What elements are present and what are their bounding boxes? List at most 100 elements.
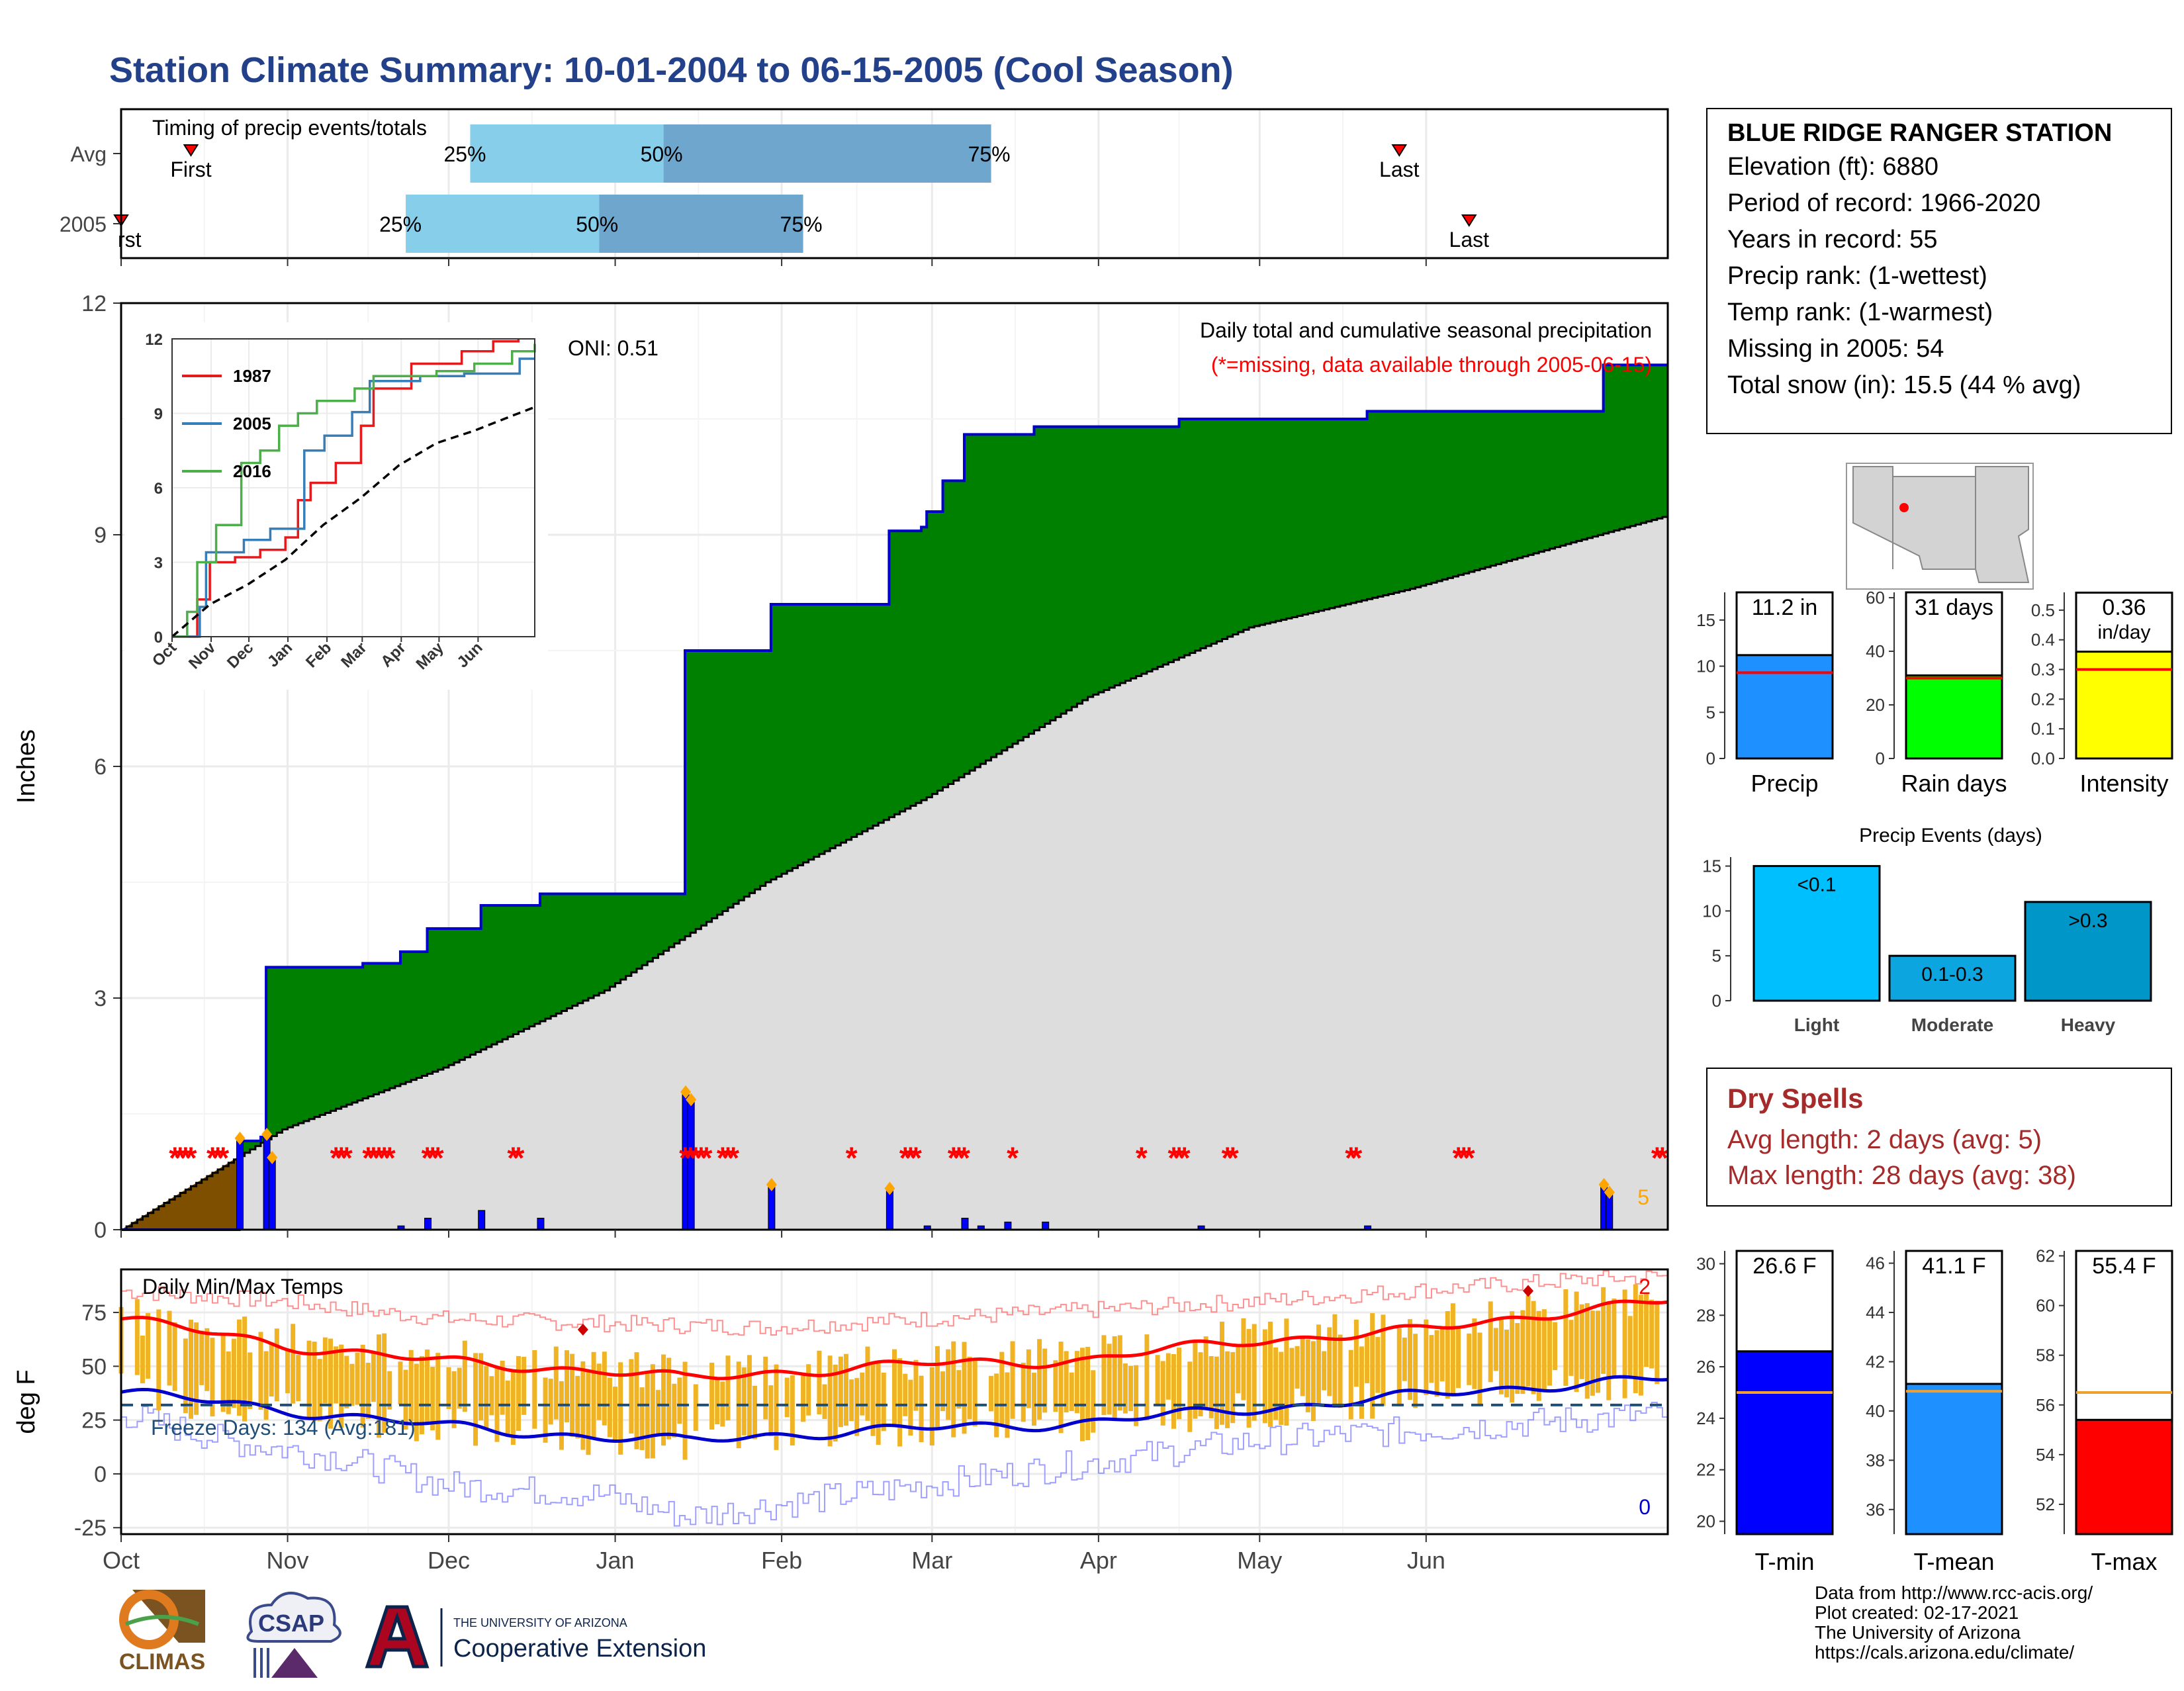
daily-temp-bar-26 [258,1332,263,1410]
daily-temp-bar-7 [156,1309,161,1410]
precip-missing-note: (*=missing, data available through 2005-… [1211,353,1652,377]
daily-temp-bar-239 [1402,1337,1407,1381]
daily-temp-bar-29 [274,1328,279,1402]
temps-frame [120,1268,1669,1535]
daily-temp-bar-227 [1338,1334,1343,1408]
summary-value-unit-2: in/day [2097,621,2150,643]
daily-temp-bar-82 [559,1381,564,1450]
credit-university: The University of Arizona [1815,1622,2021,1643]
summary-ytick-label-0-2: 24 [1696,1408,1715,1428]
daily-temp-bar-50 [387,1371,392,1410]
missing-day-marker-2: * [179,1140,191,1175]
credit-url: https://cals.arizona.edu/climate/ [1815,1642,2075,1663]
station-location-marker [1899,503,1909,512]
missing-day-marker-18: * [507,1140,519,1175]
daily-temp-bar-100 [655,1390,660,1434]
temps-xtick-label-4: Feb [761,1547,802,1574]
daily-temp-bar-180 [1085,1346,1091,1441]
station-missing: Missing in 2005: 54 [1727,335,1944,363]
daily-precip-bar-2 [268,1160,276,1230]
daily-temp-bar-40 [334,1346,339,1404]
summary-category-label-0: Precip [1751,770,1818,797]
daily-temp-bar-208 [1236,1346,1241,1394]
daily-temp-bar-66 [473,1353,478,1446]
summary-value-bar-Rain days [1905,674,2003,760]
daily-temp-bar-90 [602,1351,607,1426]
last-label-1: Last [1449,228,1490,251]
daily-temp-bar-154 [946,1349,951,1420]
daily-temp-bar-156 [956,1370,962,1409]
daily-temp-bar-125 [790,1375,795,1446]
oni-label: ONI: 0.51 [568,336,659,360]
missing-day-marker-19: * [513,1140,525,1175]
daily-temp-bar-186 [1117,1335,1122,1411]
precip-ytick-label-0: 0 [94,1218,107,1243]
station-name: BLUE RIDGE RANGER STATION [1727,119,2113,147]
daily-temp-bar-185 [1112,1336,1117,1419]
freeze-days-label: Freeze Days: 134 (Avg:181) [151,1416,416,1440]
last-label-0: Last [1379,158,1420,181]
summary-ytick-label-2-2: 56 [2036,1395,2055,1415]
daily-temp-bar-231 [1359,1346,1364,1419]
daily-temp-bar-257 [1498,1316,1504,1394]
daily-temp-bar-266 [1547,1318,1552,1386]
daily-temp-bar-170 [1031,1373,1036,1426]
daily-temp-bar-20 [226,1351,231,1414]
daily-temp-bar-226 [1332,1314,1338,1408]
daily-temp-bar-99 [650,1364,655,1459]
inset-ytick-label-4: 12 [145,331,163,349]
record-high-count: 2 [1639,1275,1651,1299]
summary-ytick-label-2-5: 62 [2036,1246,2055,1266]
daily-temp-bar-241 [1413,1334,1418,1408]
daily-temp-bar-102 [666,1357,672,1440]
daily-temp-bar-256 [1493,1328,1498,1371]
daily-temp-bar-225 [1327,1327,1332,1396]
daily-temp-bar-261 [1520,1310,1525,1394]
summary-ytick-label-0-0: 0 [1706,749,1715,768]
missing-day-marker-20: * [679,1140,691,1175]
daily-temp-bar-155 [951,1341,956,1438]
record-max-line [121,1270,1668,1336]
daily-precip-record-marker-7 [680,1085,692,1099]
precip-ylabel: Inches [13,729,40,803]
daily-temp-bar-148 [913,1359,919,1411]
daily-temp-bar-147 [908,1379,913,1436]
avg-max-line [120,1299,1668,1381]
daily-temp-bar-118 [752,1385,758,1440]
last-marker-0 [1391,144,1408,157]
first-marker-0 [183,144,199,157]
daily-temp-bar-217 [1284,1318,1289,1426]
daily-precip-bar-10 [886,1191,893,1230]
missing-day-marker-25: * [717,1140,729,1175]
daily-temp-bar-285 [1649,1299,1655,1369]
daily-temp-bar-111 [715,1378,720,1424]
summary-category-label-0: T-min [1755,1548,1815,1575]
summary-temp-panels: 20 22 24 26 28 30 26.6 F T-min 36 38 40 42 44 46 41.1 … [1696,1246,2184,1575]
daily-temp-bar-42 [344,1355,349,1408]
daily-temp-bar-71 [500,1360,505,1415]
daily-temp-bar-45 [360,1344,365,1428]
daily-temp-bar-62 [451,1371,457,1428]
daily-temp-bar-201 [1198,1352,1203,1417]
daily-precip-bar-15 [1042,1221,1050,1230]
temps-title: Daily Min/Max Temps [142,1275,343,1299]
missing-day-marker-44: * [1453,1140,1465,1175]
temps-ylabel: deg F [13,1369,40,1434]
inset-ytick-label-3: 9 [154,406,163,424]
first-label-avg: First [170,158,211,181]
daily-temp-bar-28 [269,1342,274,1396]
precip-ytick-label-2: 6 [94,754,107,780]
daily-temp-bar-27 [263,1351,269,1420]
missing-day-marker-29: * [899,1140,911,1175]
summary-ytick-label-1-1: 38 [1866,1450,1885,1470]
daily-temp-bar-146 [903,1373,908,1416]
daily-temp-bar-88 [591,1351,596,1438]
daily-temp-bar-70 [494,1367,500,1442]
inset-series-line-2 [172,343,536,638]
daily-temp-bar-249 [1456,1326,1461,1389]
daily-temp-bar-174 [1053,1360,1058,1412]
missing-day-marker-48: * [1657,1140,1668,1175]
daily-temp-bar-130 [817,1350,822,1414]
daily-temp-bar-117 [747,1355,752,1438]
daily-temp-bar-158 [967,1356,972,1420]
